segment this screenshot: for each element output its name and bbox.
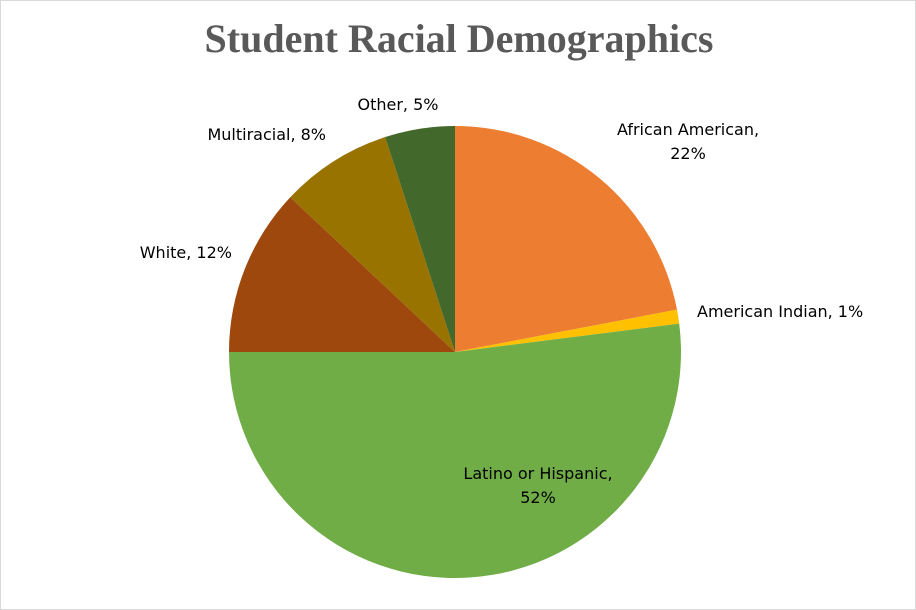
pie-slice-white	[229, 197, 455, 352]
data-label-white: White, 12%	[140, 243, 232, 262]
data-label-other: Other, 5%	[358, 95, 439, 114]
pie-slice-other	[385, 126, 455, 352]
data-label-latino-or-hispanic: Latino or Hispanic, 52%	[463, 464, 612, 507]
pie-slice-multiracial	[290, 137, 455, 352]
pie-slice-american-indian	[455, 309, 680, 352]
data-label-african-american: African American, 22%	[617, 120, 759, 163]
pie-slices	[229, 126, 681, 578]
data-label-american-indian: American Indian, 1%	[697, 302, 863, 321]
data-label-multiracial: Multiracial, 8%	[207, 125, 326, 144]
chart-title: Student Racial Demographics	[204, 16, 714, 61]
pie-slice-african-american	[455, 126, 677, 352]
pie-labels: African American, 22% American Indian, 1% L…	[140, 95, 863, 507]
pie-slice-latino-or-hispanic	[229, 323, 681, 578]
